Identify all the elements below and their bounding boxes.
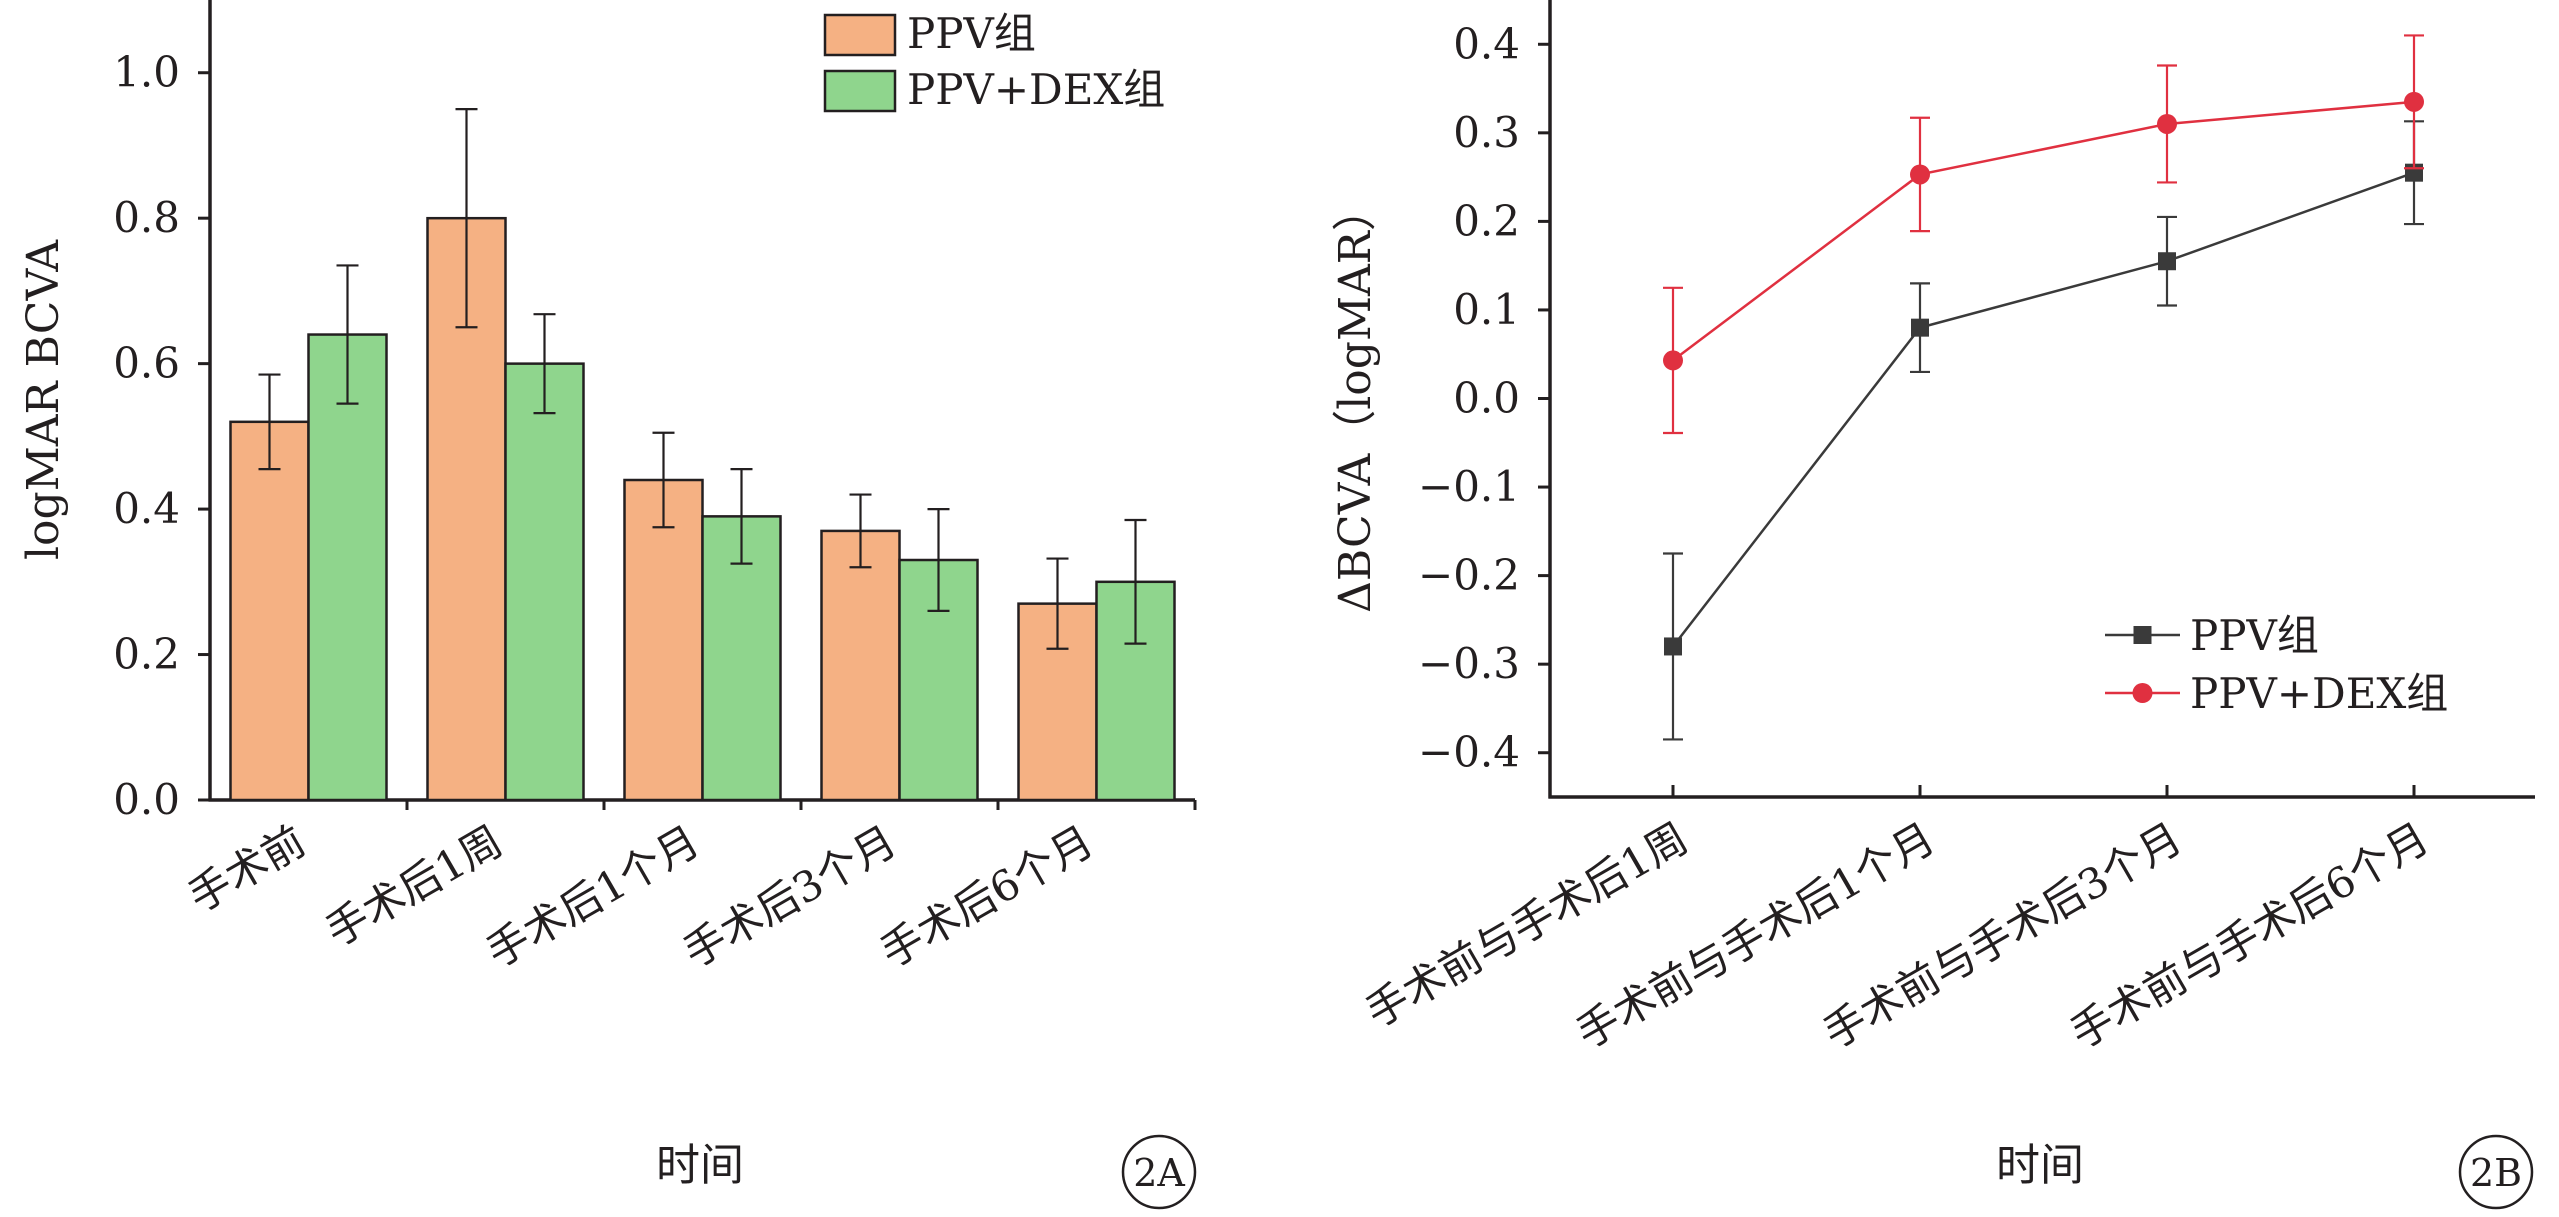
panel-2b-series-line: [1672, 100, 2415, 362]
panel-2a-x-tick-label: 手术后3个月: [675, 816, 905, 977]
panel-2a-bar: [820, 529, 901, 802]
panel-2a-bar: [307, 333, 388, 802]
panel-2a-error-bar: [652, 431, 675, 529]
panel-2a-label-badge: 2A: [1121, 1134, 1197, 1210]
panel-2a-error-bar: [1124, 518, 1147, 645]
panel-2a-y-tick-label: 0.0: [113, 775, 180, 824]
panel-2b-legend-label: PPV+DEX组: [2190, 669, 2448, 718]
panel-2a-error-bar: [730, 467, 753, 565]
panel-2a-y-tick-label: 0.4: [113, 484, 180, 533]
panel-2b-point: [2158, 252, 2176, 271]
panel-2a-y-tick-label: 0.2: [113, 630, 180, 679]
panel-2a-legend-label: PPV组: [907, 9, 1036, 58]
panel-2b-legend-marker: [2133, 626, 2152, 644]
panel-2a-x-tick-label: 手术后6个月: [872, 816, 1102, 977]
panel-2b-label: 2B: [2470, 1151, 2522, 1195]
panel-2b-legend-marker: [2132, 683, 2153, 703]
panel-2a-y-axis-title: logMAR BCVA: [18, 239, 69, 560]
panel-2a-bar: [623, 478, 704, 802]
panel-2b-y-axis-title: ΔBCVA（logMAR）: [1330, 187, 1381, 613]
panel-2a-bar-chart: 时间 logMAR BCVA 2A 0.0 0.2 0.4 0.6 0.8 1.0 手术前 手…: [18, 0, 1197, 1210]
panel-2a-legend-label: PPV+DEX组: [907, 65, 1165, 114]
panel-2b-point: [1911, 318, 1929, 337]
panel-2a-error-bar: [336, 264, 359, 405]
panel-2b-y-tick-label: 0.2: [1453, 196, 1520, 245]
panel-2a-y-tick-label: 0.6: [113, 339, 180, 388]
panel-2b-legend-label: PPV组: [2190, 611, 2319, 660]
panel-2b-y-tick-label: 0.3: [1453, 108, 1520, 157]
panel-2b-label-badge: 2B: [2458, 1134, 2534, 1210]
panel-2a-label: 2A: [1133, 1151, 1185, 1195]
panel-2b-y-tick-label: −0.2: [1418, 551, 1520, 600]
panel-2a-x-axis-title: 时间: [656, 1140, 744, 1191]
panel-2a-error-bar: [258, 373, 281, 471]
panel-2b-x-axis-title: 时间: [1996, 1140, 2084, 1191]
panel-2a-legend-swatch: [823, 13, 897, 57]
panel-2a-error-bar: [533, 313, 556, 415]
panel-2a-error-bar: [455, 107, 478, 329]
panel-2b-y-tick-label: 0.4: [1453, 19, 1520, 68]
panel-2a-y-tick-label: 0.8: [113, 193, 180, 242]
panel-2b-y-tick-label: 0.0: [1453, 374, 1520, 423]
panel-2b-y-tick-label: −0.1: [1418, 462, 1520, 511]
panel-2b-point: [2404, 91, 2424, 112]
panel-2a-bar: [229, 420, 310, 802]
panel-2a-y-tick-label: 1.0: [113, 48, 180, 97]
panel-2b-y-tick-label: −0.3: [1418, 639, 1520, 688]
panel-2a-x-tick-label: 手术后1个月: [478, 816, 708, 977]
panel-2a-error-bar: [849, 493, 872, 569]
panel-2a-bar: [504, 362, 585, 802]
panel-2b-series-1: [1663, 34, 2424, 435]
panel-2b-point: [2157, 113, 2177, 134]
panel-2b-y-tick-label: 0.1: [1453, 285, 1520, 334]
panel-2b-point: [1910, 164, 1930, 185]
panel-2b-series-0: [1663, 120, 2424, 741]
panel-2a-error-bar: [927, 507, 950, 613]
panel-2b-y-tick-label: −0.4: [1418, 728, 1520, 777]
panel-2b-point: [1663, 350, 1683, 371]
panel-2b-point: [1664, 637, 1682, 656]
panel-2a-error-bar: [1046, 557, 1069, 650]
panel-2a-x-tick-label: 手术前: [180, 816, 314, 921]
panel-2a-legend-swatch: [823, 69, 897, 113]
panel-2b-series-line: [1672, 171, 2415, 648]
panel-2b-line-chart: 时间 ΔBCVA（logMAR） 2B −0.4 −0.3 −0.2 −0.1 0.0 0…: [1330, 0, 2535, 1210]
